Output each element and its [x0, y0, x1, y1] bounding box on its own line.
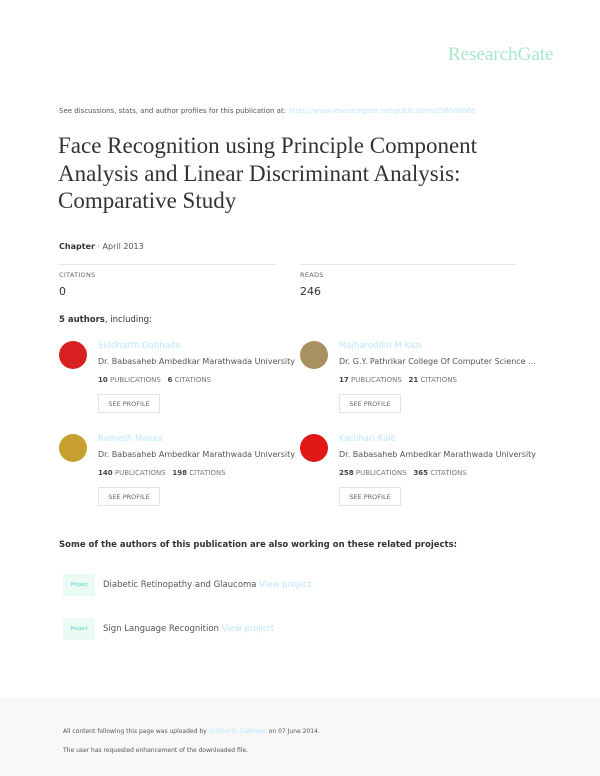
see-profile-button[interactable]: SEE PROFILE — [98, 394, 160, 413]
researchgate-logo[interactable]: ResearchGate — [448, 44, 554, 65]
author-stats: 17 PUBLICATIONS 21 CITATIONS — [339, 376, 457, 384]
reads-count: 246 — [300, 285, 321, 298]
publication-title: Face Recognition using Principle Compone… — [58, 133, 478, 213]
author-stats: 140 PUBLICATIONS 198 CITATIONS — [98, 469, 226, 477]
avatar[interactable] — [59, 434, 87, 462]
author-stats: 10 PUBLICATIONS 6 CITATIONS — [98, 376, 212, 384]
divider — [300, 264, 516, 265]
reads-label: READS — [300, 271, 324, 279]
author-affiliation: Dr. Babasaheb Ambedkar Marathwada Univer… — [339, 450, 536, 459]
upload-note: All content following this page was uplo… — [63, 728, 320, 735]
project-icon: Project — [63, 618, 95, 640]
authors-heading: 5 authors, including: — [59, 315, 152, 325]
divider — [58, 264, 276, 265]
related-projects-heading: Some of the authors of this publication … — [59, 540, 458, 550]
see-profile-button[interactable]: SEE PROFILE — [98, 487, 160, 506]
avatar[interactable] — [300, 341, 328, 369]
uploader-link[interactable]: Siddharth Dabhade — [208, 728, 267, 735]
author-name-link[interactable]: Ramesh Manza — [98, 434, 163, 444]
author-stats: 258 PUBLICATIONS 365 CITATIONS — [339, 469, 467, 477]
publication-meta: Chapter · April 2013 — [59, 242, 144, 251]
author-affiliation: Dr. G.Y. Pathrikar College Of Computer S… — [339, 357, 536, 366]
project-title: Sign Language Recognition — [103, 624, 222, 634]
avatar[interactable] — [59, 341, 87, 369]
footer: All content following this page was uplo… — [0, 697, 600, 776]
view-project-link[interactable]: View project — [221, 624, 275, 634]
author-affiliation: Dr. Babasaheb Ambedkar Marathwada Univer… — [98, 450, 295, 459]
author-affiliation: Dr. Babasaheb Ambedkar Marathwada Univer… — [98, 357, 295, 366]
author-name-link[interactable]: Majharoddin M Kazi — [339, 341, 422, 351]
see-profile-button[interactable]: SEE PROFILE — [339, 487, 401, 506]
avatar[interactable] — [300, 434, 328, 462]
publication-url-link[interactable]: https://www.researchgate.net/publication… — [288, 107, 476, 115]
author-name-link[interactable]: Karbhari Kale — [339, 434, 396, 444]
view-project-link[interactable]: View project — [259, 580, 312, 590]
project-title: Diabetic Retinopathy and Glaucoma — [103, 580, 260, 590]
author-name-link[interactable]: Siddharth Dabhade — [98, 341, 181, 351]
see-profile-button[interactable]: SEE PROFILE — [339, 394, 401, 413]
discussion-note: See discussions, stats, and author profi… — [59, 107, 476, 115]
citations-label: CITATIONS — [59, 271, 96, 279]
citations-count: 0 — [59, 285, 66, 298]
enhancement-note: The user has requested enhancement of th… — [63, 747, 249, 754]
project-icon: Project — [63, 574, 95, 596]
